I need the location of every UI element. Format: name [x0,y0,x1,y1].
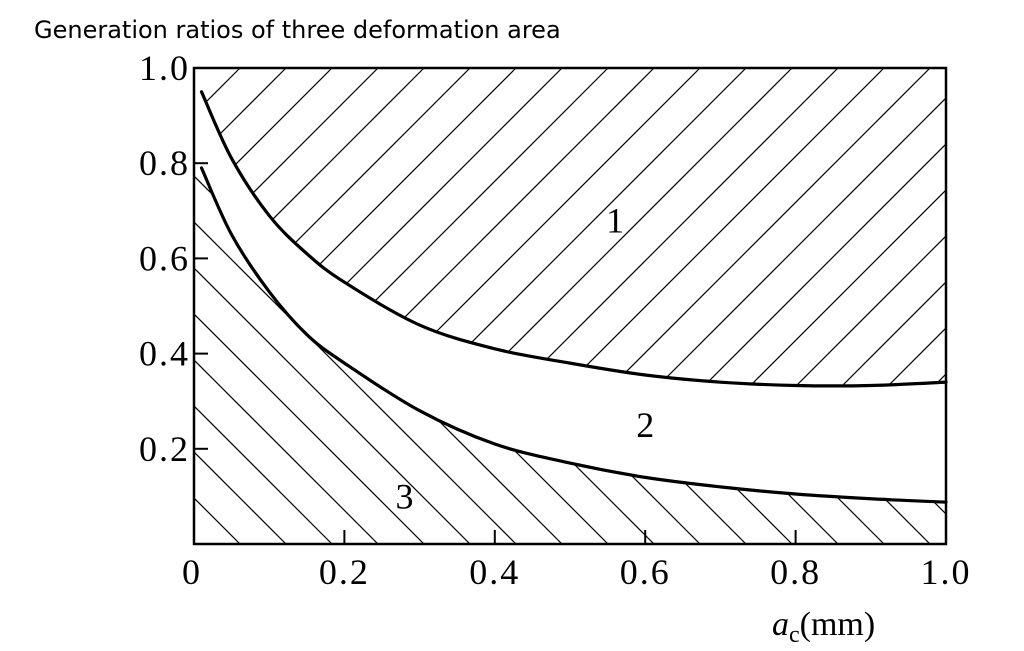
x-tick-label: 0 [182,552,202,592]
axis-ticks: 0 0.2 0.4 0.6 0.8 1.0 0.2 0.4 0.6 0.8 1.0 [139,48,972,592]
y-tick-label: 1.0 [139,48,190,88]
hatch-line [960,68,1024,544]
x-tick-label: 0.4 [469,552,520,592]
hatch-line [407,68,885,386]
x-tick-label: 0.6 [620,552,671,592]
hatch-line [194,167,287,544]
hatch-line [194,167,471,544]
region-label-3: 3 [396,476,414,516]
hatch-line [683,167,946,544]
hatch-line [683,68,946,386]
region-hatching [194,68,1024,544]
hatch-line [591,68,946,386]
hatch-line [913,68,946,386]
hatch-line [591,167,946,544]
hatch-line [729,167,946,544]
y-tick-label: 0.2 [139,429,190,469]
hatch-line [361,68,839,386]
hatch-line [545,68,946,386]
y-tick-label: 0.4 [139,334,190,374]
hatch-line [499,68,946,386]
hatch-line [194,68,379,386]
x-axis-sub: c [789,622,800,648]
chart-title: Generation ratios of three deformation a… [34,16,561,44]
x-tick-label: 0.2 [319,552,370,592]
hatch-line [1006,68,1024,544]
hatch-line [223,68,701,386]
region-1-hatch [194,68,1024,544]
hatch-line [194,167,241,544]
y-tick-label: 0.6 [139,238,190,278]
region-labels: 1 2 3 [396,200,655,516]
hatch-line [194,167,333,544]
hatch-line [194,68,241,386]
hatch-line [194,68,655,386]
hatch-line [194,167,195,544]
hatch-line [960,68,1024,544]
hatch-line [913,167,946,544]
x-tick-label: 0.8 [770,552,821,592]
region-3-hatch [194,68,1024,544]
hatch-line [194,68,471,386]
boundary-curves [199,90,948,504]
hatch-line [453,68,931,386]
plot-frame [192,66,948,546]
y-tick-label: 0.8 [139,143,190,183]
boundary-curve-2-3 [199,166,948,504]
hatch-line [821,167,946,544]
hatch-line [821,68,946,386]
hatch-line [194,167,379,544]
hatch-line [194,68,195,386]
boundary-curve-1-2 [199,90,948,388]
region-label-2: 2 [636,405,654,445]
region-label-1: 1 [606,200,624,240]
hatch-line [1006,68,1024,544]
hatch-line [194,167,517,544]
hatch-line [269,68,747,386]
x-tick-label: 1.0 [921,552,972,592]
hatch-line [194,68,425,386]
hatch-line [637,167,946,544]
hatch-line [194,167,425,544]
x-axis-var: a [772,606,789,643]
x-axis-label: ac(mm) [772,606,875,648]
x-axis-unit: (mm) [800,606,876,643]
hatch-line [315,68,793,386]
hatch-line [194,68,287,386]
hatch-line [194,68,333,386]
hatch-line [637,68,946,386]
hatch-line [729,68,946,386]
